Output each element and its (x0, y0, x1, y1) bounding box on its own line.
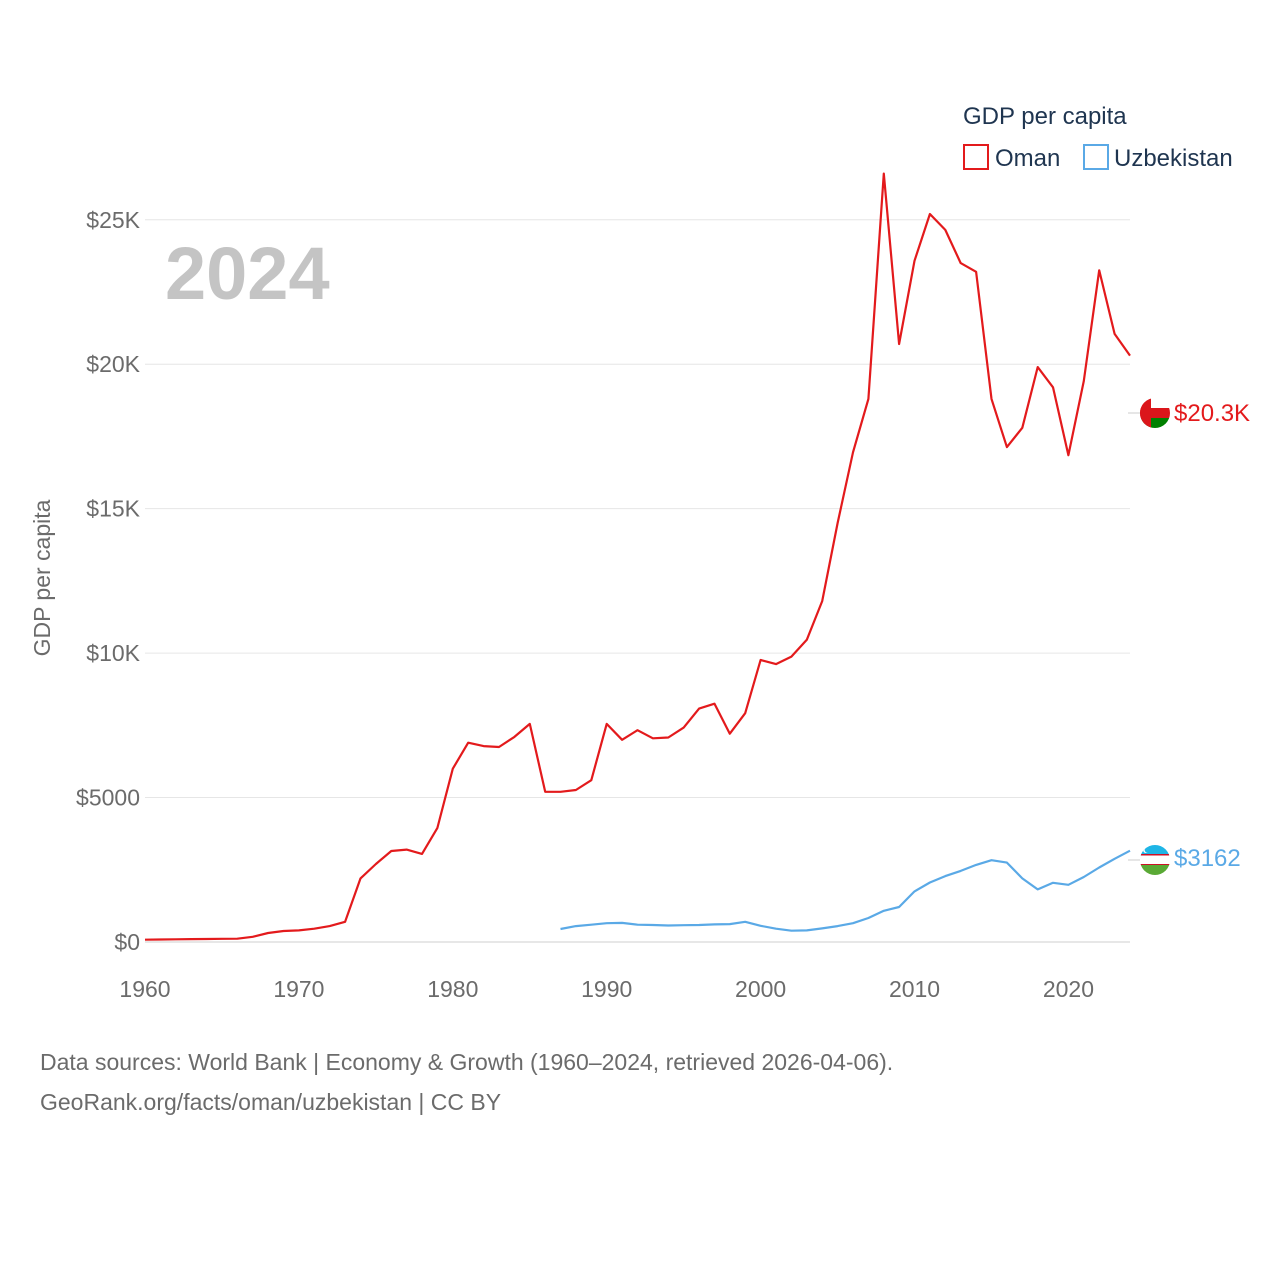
y-tick-label: $10K (86, 640, 140, 666)
uzbekistan-flag-icon (1140, 845, 1170, 875)
x-axis-ticks: 1960 1970 1980 1990 2000 2010 2020 (119, 976, 1094, 1002)
legend: GDP per capita Oman Uzbekistan (963, 103, 1233, 172)
x-tick-label: 2020 (1043, 976, 1094, 1002)
x-tick-label: 1980 (427, 976, 478, 1002)
y-tick-label: $0 (114, 929, 140, 955)
y-tick-label: $25K (86, 207, 140, 233)
source-line-2: GeoRank.org/facts/oman/uzbekistan | CC B… (40, 1089, 502, 1115)
source-line-1: Data sources: World Bank | Economy & Gro… (40, 1049, 894, 1075)
x-tick-label: 1970 (273, 976, 324, 1002)
legend-swatch-uzbekistan[interactable] (1083, 144, 1109, 170)
year-label: 2024 (165, 232, 330, 315)
y-tick-label: $15K (86, 496, 140, 522)
y-axis-ticks: $0 $5000 $10K $15K $20K $25K (76, 207, 141, 955)
legend-label-oman[interactable]: Oman (995, 145, 1060, 172)
oman-flag-icon (1140, 398, 1170, 428)
series-line-uzbekistan[interactable] (560, 849, 1131, 932)
y-tick-label: $5000 (76, 785, 140, 811)
legend-swatch-oman[interactable] (963, 144, 989, 170)
x-tick-label: 2000 (735, 976, 786, 1002)
legend-title: GDP per capita (963, 103, 1127, 130)
series-line-oman[interactable] (144, 172, 1131, 941)
y-axis-label: GDP per capita (29, 499, 55, 656)
x-tick-label: 1960 (119, 976, 170, 1002)
x-tick-label: 2010 (889, 976, 940, 1002)
x-tick-label: 1990 (581, 976, 632, 1002)
data-source-footer: Data sources: World Bank | Economy & Gro… (40, 1042, 893, 1122)
uzbekistan-end-label: $3162 (1174, 845, 1241, 872)
y-tick-label: $20K (86, 351, 140, 377)
grid-lines (145, 219, 1130, 943)
legend-label-uzbekistan[interactable]: Uzbekistan (1114, 145, 1233, 172)
series-lines (144, 172, 1131, 941)
oman-end-label: $20.3K (1174, 400, 1250, 427)
